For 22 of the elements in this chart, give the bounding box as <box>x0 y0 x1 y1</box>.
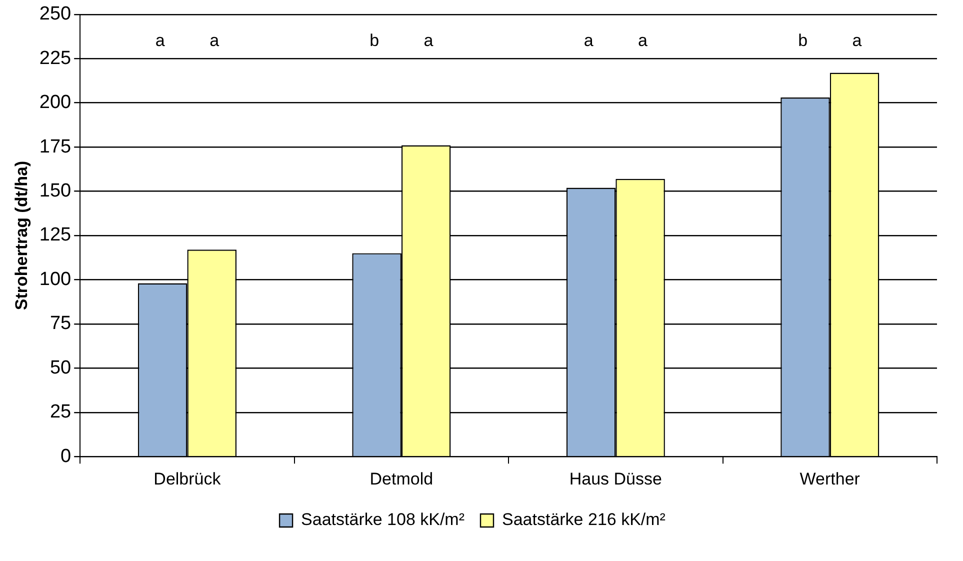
annotation: b a <box>370 31 454 50</box>
y-tick-label: 175 <box>39 136 72 158</box>
y-tick-label: 50 <box>50 357 72 378</box>
y-tick-label: 25 <box>50 402 72 423</box>
annotation: b a <box>798 31 882 50</box>
y-tick-label: 200 <box>39 92 72 114</box>
annotation: a a <box>155 31 240 50</box>
x-tick-label: Delbrück <box>154 469 222 488</box>
x-tick-label: Haus Düsse <box>569 469 662 488</box>
x-tick-label: Werther <box>800 469 860 488</box>
y-tick-label: 125 <box>39 224 72 246</box>
annotation: a a <box>584 31 668 50</box>
y-tick-label: 250 <box>39 4 72 25</box>
y-tick-label: 150 <box>39 180 72 202</box>
y-tick-label: 0 <box>60 446 72 467</box>
y-tick-label: 225 <box>39 48 72 69</box>
legend-label: Saatstärke 216 kK/m² <box>502 510 666 530</box>
legend-label: Saatstärke 108 kK/m² <box>301 510 465 530</box>
y-tick-label: 75 <box>50 313 72 334</box>
y-axis-title: Strohertrag (dt/ha) <box>12 160 31 310</box>
y-tick-label: 100 <box>39 268 72 290</box>
x-tick-label: Detmold <box>370 469 434 488</box>
